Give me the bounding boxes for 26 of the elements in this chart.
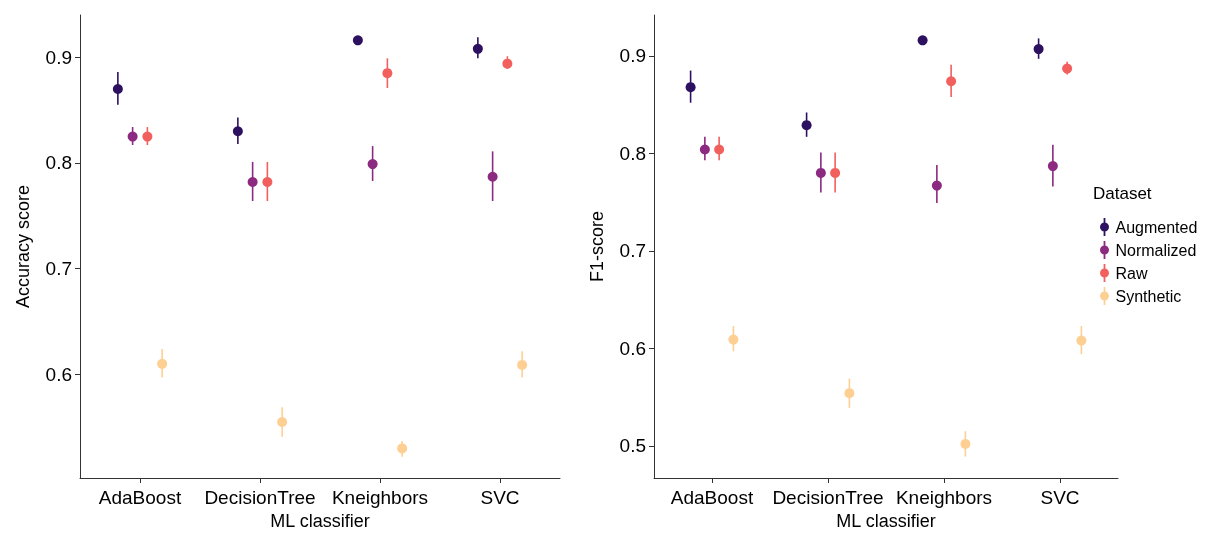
y-tick-label: 0.8 xyxy=(619,142,646,164)
y-tick-label: 0.7 xyxy=(619,240,646,262)
y-tick-label: 0.9 xyxy=(619,45,646,67)
x-tick-label: AdaBoost xyxy=(670,487,754,508)
legend-label: Raw xyxy=(1115,264,1148,282)
y-tick-label: 0.6 xyxy=(45,363,72,385)
legend-label: Synthetic xyxy=(1115,287,1182,305)
legend-title: Dataset xyxy=(1093,184,1152,203)
x-tick-label: SVC xyxy=(480,487,520,508)
x-tick-label: AdaBoost xyxy=(98,487,182,508)
y-axis-title: Accuracy score xyxy=(13,184,33,309)
y-axis-title: F1-score xyxy=(587,210,607,283)
x-tick-label: Kneighbors xyxy=(895,487,993,508)
legend-label: Augmented xyxy=(1115,218,1198,236)
x-tick-label: Kneighbors xyxy=(331,487,429,508)
y-tick-label: 0.6 xyxy=(619,337,646,359)
x-axis-title: ML classifier xyxy=(836,510,936,531)
y-tick-label: 0.5 xyxy=(619,435,646,457)
x-axis-title: ML classifier xyxy=(270,510,370,531)
y-tick-label: 0.7 xyxy=(45,258,72,280)
x-tick-label: SVC xyxy=(1040,487,1080,508)
x-tick-label: DecisionTree xyxy=(772,487,884,508)
y-tick-label: 0.8 xyxy=(45,152,72,174)
legend-label: Normalized xyxy=(1115,241,1197,259)
x-tick-label: DecisionTree xyxy=(204,487,316,508)
y-tick-label: 0.9 xyxy=(45,46,72,68)
